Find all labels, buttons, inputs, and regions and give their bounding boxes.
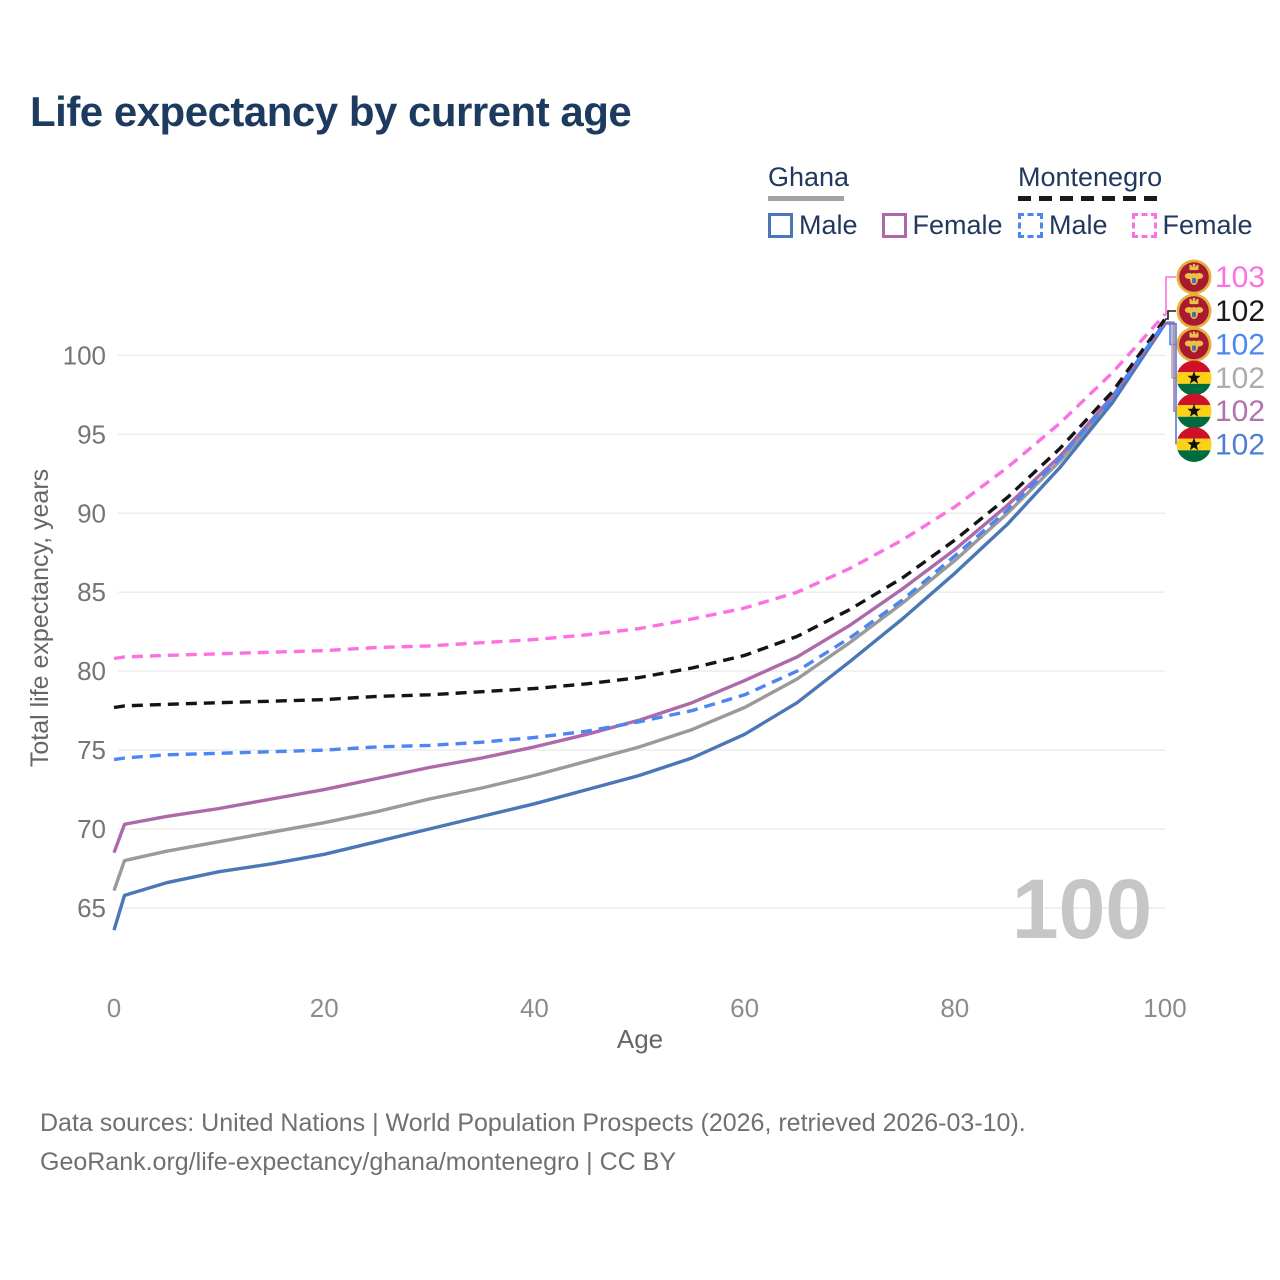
legend-item-ghana-female[interactable]: Female [881,210,1003,241]
montenegro-flag-icon [1176,327,1212,362]
end-label-value: 102 [1215,429,1265,462]
end-label-value: 103 [1215,261,1265,294]
y-tick-label: 75 [77,735,106,765]
ghana-flag-icon [1176,393,1212,429]
legend-label: Female [912,210,1003,240]
montenegro-flag-icon [1176,259,1212,295]
data-sources-text: Data sources: United Nations | World Pop… [40,1109,1026,1137]
y-tick-label: 85 [77,577,106,607]
end-label-montenegro-total: 102 [1165,293,1265,329]
y-tick-label: 80 [77,656,106,686]
x-tick-label: 100 [1143,993,1186,1023]
end-label-value: 102 [1215,395,1265,428]
montenegro-male-swatch-icon [1018,213,1043,238]
ghana-line-style-sample [768,196,844,201]
legend-item-montenegro-male[interactable]: Male [1018,210,1108,241]
end-label-ghana-total: 102 [1165,323,1265,396]
legend-group-montenegro: Montenegro Male Female [1018,162,1277,241]
legend-item-montenegro-female[interactable]: Female [1131,210,1253,241]
legend-ghana-title: Ghana [768,162,850,192]
montenegro-flag-icon [1176,293,1212,329]
legend: Ghana Male Female Montenegro [0,162,1280,247]
ghana-male-swatch-icon [768,213,793,238]
chart-footer: Data sources: United Nations | World Pop… [40,1104,1026,1182]
end-label-connector [1165,276,1176,316]
legend-item-ghana-male[interactable]: Male [768,210,858,241]
series-line-ghana-male[interactable] [112,322,1167,931]
series-line-ghana-female[interactable] [112,321,1167,854]
y-tick-label: 65 [77,893,106,923]
legend-montenegro-header: Montenegro [1018,162,1277,201]
attribution-url-text: GeoRank.org/life-expectancy/ghana/monten… [40,1148,677,1176]
end-label-value: 102 [1215,362,1265,395]
x-tick-label: 20 [310,993,339,1023]
series-line-montenegro-female[interactable] [113,313,1167,661]
y-tick-label: 100 [63,340,106,370]
age-watermark: 100 [1012,862,1152,956]
montenegro-line-style-sample [1018,196,1160,201]
legend-label: Male [1049,210,1108,240]
end-label-montenegro-male: 102 [1165,321,1265,362]
legend-montenegro-title: Montenegro [1018,162,1163,192]
legend-label: Male [799,210,858,240]
end-label-ghana-female: 102 [1165,321,1265,429]
x-tick-label: 80 [940,993,969,1023]
legend-label: Female [1162,210,1253,240]
series-line-montenegro-total[interactable] [113,318,1167,710]
page-title: Life expectancy by current age [30,88,632,135]
legend-group-ghana: Ghana Male Female [768,162,1027,241]
ghana-flag-icon [1176,360,1212,396]
series-line-montenegro-male[interactable] [113,321,1167,762]
end-label-connector [1165,323,1177,445]
legend-ghana-header: Ghana [768,162,1027,201]
x-tick-label: 60 [730,993,759,1023]
end-label-ghana-male: 102 [1165,323,1265,462]
end-label-connector [1165,310,1176,320]
montenegro-female-swatch-icon [1131,213,1157,238]
end-label-montenegro-female: 103 [1165,259,1265,316]
y-tick-label: 95 [77,419,106,449]
x-tick-label: 40 [520,993,549,1023]
y-axis-title: Total life expectancy, years [26,469,54,767]
y-tick-label: 70 [77,814,106,844]
end-label-value: 102 [1215,329,1265,362]
series-line-ghana-total[interactable] [112,322,1167,892]
y-tick-label: 90 [77,498,106,528]
end-label-connector [1165,321,1176,412]
ghana-flag-icon [1176,427,1212,462]
x-axis-title: Age [617,1024,663,1054]
ghana-female-swatch-icon [881,213,907,238]
x-tick-label: 0 [107,993,121,1023]
end-label-value: 102 [1215,295,1265,328]
